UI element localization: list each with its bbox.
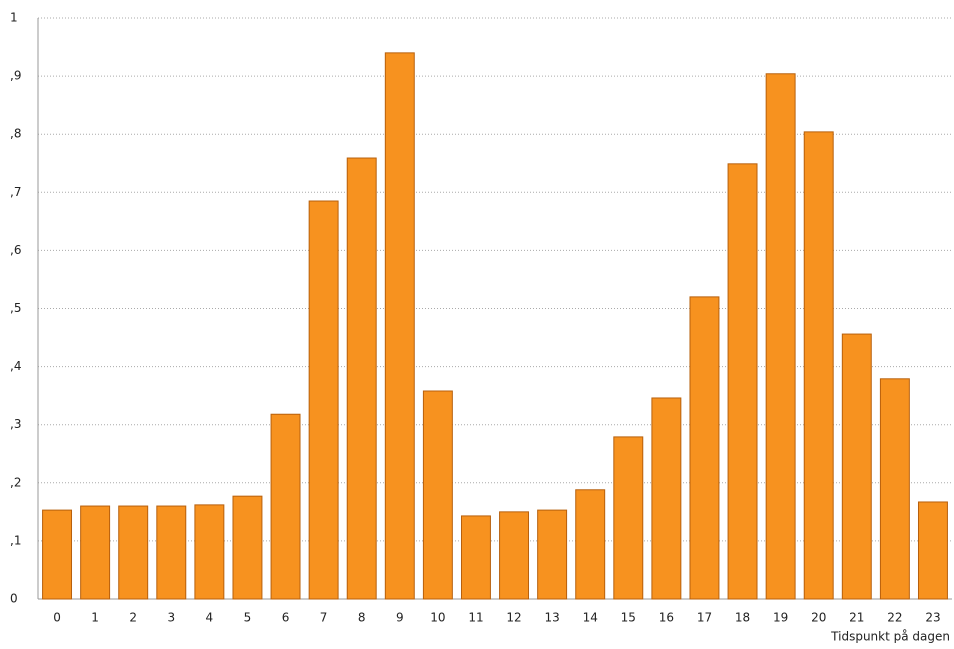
bar [80, 505, 111, 600]
x-tick-label: 5 [244, 611, 252, 625]
y-tick-label: ,7 [10, 185, 21, 199]
bar [346, 157, 377, 600]
x-tick-label: 3 [167, 611, 175, 625]
x-tick-label: 18 [735, 611, 750, 625]
x-tick-label: 0 [53, 611, 61, 625]
bar [156, 505, 187, 600]
bar [460, 515, 491, 600]
y-tick-label: ,4 [10, 359, 21, 373]
bar [232, 495, 263, 600]
bar [917, 501, 948, 600]
x-tick-label: 9 [396, 611, 404, 625]
bar [651, 397, 682, 600]
bar [42, 509, 73, 600]
y-tick-label: ,8 [10, 127, 21, 141]
x-axis-label: Tidspunkt på dagen [830, 630, 950, 644]
bar [308, 200, 339, 600]
x-tick-label: 2 [129, 611, 137, 625]
bar [613, 436, 644, 600]
y-tick-label: 1 [10, 11, 18, 25]
x-tick-label: 17 [697, 611, 712, 625]
y-tick-label: ,1 [10, 533, 21, 547]
x-tick-label: 23 [925, 611, 940, 625]
bar [118, 505, 149, 600]
bar [270, 413, 301, 600]
bar [194, 504, 225, 600]
x-tick-label: 22 [887, 611, 902, 625]
y-tick-label: ,6 [10, 243, 21, 257]
x-tick-label: 20 [811, 611, 826, 625]
bar [879, 378, 910, 600]
y-tick-label: ,9 [10, 69, 21, 83]
y-tick-label: ,5 [10, 301, 21, 315]
x-tick-label: 16 [659, 611, 674, 625]
y-tick-label: 0 [10, 592, 18, 606]
x-tick-label: 10 [430, 611, 445, 625]
bar [422, 390, 453, 600]
x-tick-label: 11 [468, 611, 483, 625]
y-tick-label: ,2 [10, 475, 21, 489]
bar [689, 296, 720, 600]
x-tick-label: 4 [206, 611, 214, 625]
bar [765, 73, 796, 600]
x-tick-label: 14 [583, 611, 598, 625]
x-tick-label: 12 [506, 611, 521, 625]
bar [803, 131, 834, 600]
y-tick-label: ,3 [10, 417, 21, 431]
x-tick-label: 7 [320, 611, 328, 625]
bar [841, 333, 872, 600]
bar [537, 509, 568, 600]
x-tick-label: 19 [773, 611, 788, 625]
bar [384, 52, 415, 600]
x-tick-label: 8 [358, 611, 366, 625]
x-tick-label: 1 [91, 611, 99, 625]
bar [727, 163, 758, 600]
bar [575, 489, 606, 600]
x-tick-label: 13 [544, 611, 559, 625]
bar [499, 511, 530, 600]
x-tick-label: 21 [849, 611, 864, 625]
x-tick-label: 15 [621, 611, 636, 625]
x-tick-label: 6 [282, 611, 290, 625]
